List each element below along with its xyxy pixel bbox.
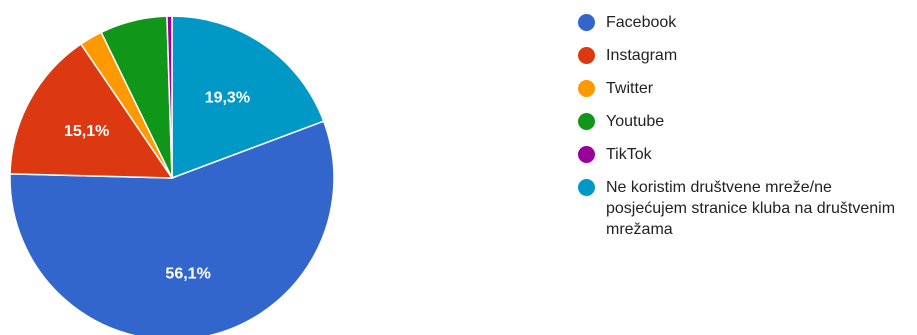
legend-label: TikTok [606,146,652,163]
legend-swatch [578,47,595,64]
pie-slice-instagram[interactable] [9,42,174,179]
slice-label-facebook: 56,1% [165,265,210,282]
legend-item-instagram[interactable]: Instagram [578,45,908,78]
slice-label-instagram: 15,1% [64,123,109,140]
legend-swatch [578,179,595,196]
pie-slice-facebook[interactable] [9,120,335,335]
legend-swatch [578,146,595,163]
legend-swatch [578,113,595,130]
chart-legend: Facebook Instagram Twitter Youtube TikTok Ne … [578,12,908,240]
legend-item-youtube[interactable]: Youtube [578,111,908,144]
legend-label: Ne koristim društvene mreže/ne posjećuje… [606,179,896,238]
legend-item-tiktok[interactable]: TikTok [578,144,908,177]
slice-label-ne-koristim-drustvene-mr: 19,3% [205,90,250,107]
legend-item-facebook[interactable]: Facebook [578,12,908,45]
legend-swatch [578,14,595,31]
pie-slice-labels: 19,3% 56,1% 15,1% [64,90,250,283]
legend-label: Facebook [606,14,677,31]
legend-label: Instagram [606,47,678,64]
legend-label: Twitter [606,80,654,97]
legend-label: Youtube [606,113,665,130]
legend-item-twitter[interactable]: Twitter [578,78,908,111]
pie-slices [9,15,335,335]
legend-item-ne-koristim-drustvene-mr[interactable]: Ne koristim društvene mreže/ne posjećuje… [578,177,908,240]
pie-slice-tiktok[interactable] [166,15,173,179]
pie-slice-ne-koristim-drustvene-mr[interactable] [171,15,325,180]
legend-swatch [578,80,595,97]
